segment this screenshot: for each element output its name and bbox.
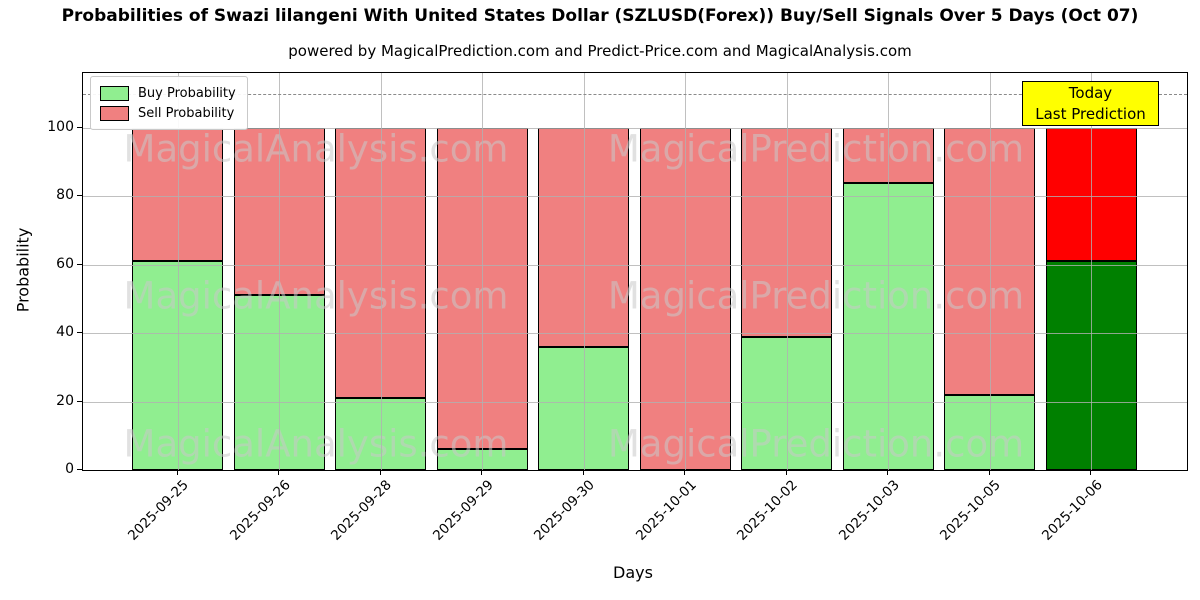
x-tick-label-2025-09-30: 2025-09-30 bbox=[531, 477, 599, 544]
buy-swatch-icon bbox=[100, 85, 129, 101]
y-gridline-80 bbox=[83, 196, 1187, 198]
threshold-dashed-line bbox=[83, 93, 1187, 95]
x-tick-label-2025-10-02: 2025-10-02 bbox=[734, 477, 802, 544]
legend-label-buy: Buy Probability bbox=[138, 85, 236, 101]
today-annotation-line1: Today bbox=[1068, 83, 1113, 102]
x-gridline-2025-09-30 bbox=[583, 73, 585, 470]
y-gridline-60 bbox=[83, 264, 1187, 266]
x-tick-mark bbox=[481, 470, 483, 475]
sell-swatch-icon bbox=[100, 105, 129, 121]
x-axis-label: Days bbox=[613, 563, 653, 582]
x-tick-mark bbox=[988, 470, 990, 475]
watermark-magicalprediction: MagicalPrediction.com bbox=[607, 422, 1025, 466]
y-tick-mark bbox=[77, 469, 82, 470]
y-gridline-40 bbox=[83, 333, 1187, 335]
legend-item-buy: Buy Probability bbox=[100, 83, 236, 103]
x-gridline-2025-09-28 bbox=[380, 73, 382, 470]
x-gridline-2025-10-05 bbox=[989, 73, 991, 470]
x-tick-mark bbox=[379, 470, 381, 475]
x-gridline-2025-10-06 bbox=[1091, 73, 1093, 470]
watermark-magicalprediction: MagicalPrediction.com bbox=[607, 274, 1025, 318]
y-tick-label-100: 100 bbox=[47, 118, 74, 135]
x-gridline-2025-09-29 bbox=[482, 73, 484, 470]
watermark-magicalprediction: MagicalPrediction.com bbox=[607, 127, 1025, 171]
y-tick-label-60: 60 bbox=[56, 255, 74, 272]
y-gridline-100 bbox=[83, 127, 1187, 129]
x-tick-label-2025-09-29: 2025-09-29 bbox=[429, 477, 497, 544]
x-tick-label-2025-10-03: 2025-10-03 bbox=[835, 477, 903, 544]
x-tick-label-2025-10-05: 2025-10-05 bbox=[937, 477, 1005, 544]
x-tick-mark bbox=[684, 470, 686, 475]
y-tick-mark bbox=[77, 263, 82, 265]
x-gridline-2025-09-26 bbox=[279, 73, 281, 470]
x-tick-label-2025-09-28: 2025-09-28 bbox=[328, 477, 396, 544]
y-tick-label-40: 40 bbox=[56, 324, 74, 341]
x-tick-label-2025-09-26: 2025-09-26 bbox=[226, 477, 294, 544]
x-gridline-2025-10-02 bbox=[786, 73, 788, 470]
y-tick-label-80: 80 bbox=[56, 187, 74, 204]
legend: Buy Probability Sell Probability bbox=[90, 76, 248, 130]
x-tick-mark bbox=[278, 470, 280, 475]
watermark-magicalanalysis: MagicalAnalysis.com bbox=[123, 274, 509, 318]
y-tick-mark bbox=[77, 400, 82, 402]
y-gridline-20 bbox=[83, 401, 1187, 403]
chart-title: Probabilities of Swazi lilangeni With Un… bbox=[61, 6, 1139, 26]
legend-item-sell: Sell Probability bbox=[100, 103, 236, 123]
y-tick-mark bbox=[77, 332, 82, 334]
today-annotation: Today Last Prediction bbox=[1022, 81, 1159, 126]
today-annotation-line2: Last Prediction bbox=[1035, 104, 1146, 123]
x-tick-label-2025-09-25: 2025-09-25 bbox=[125, 477, 193, 544]
x-gridline-2025-09-25 bbox=[177, 73, 179, 470]
watermark-magicalanalysis: MagicalAnalysis.com bbox=[123, 127, 509, 171]
y-tick-mark bbox=[77, 195, 82, 197]
x-tick-mark bbox=[887, 470, 889, 475]
x-tick-mark bbox=[176, 470, 178, 475]
x-gridline-2025-10-01 bbox=[685, 73, 687, 470]
legend-label-sell: Sell Probability bbox=[138, 105, 235, 121]
x-tick-mark bbox=[785, 470, 787, 475]
watermark-magicalanalysis: MagicalAnalysis.com bbox=[123, 422, 509, 466]
chart-subtitle: powered by MagicalPrediction.com and Pre… bbox=[288, 42, 912, 60]
y-tick-mark bbox=[77, 126, 82, 128]
x-gridline-2025-10-03 bbox=[888, 73, 890, 470]
x-tick-mark bbox=[1090, 470, 1092, 475]
plot-area: Buy Probability Sell Probability Today L… bbox=[82, 72, 1188, 471]
y-tick-label-20: 20 bbox=[56, 392, 74, 409]
x-tick-mark bbox=[582, 470, 584, 475]
y-tick-label-0: 0 bbox=[65, 461, 74, 477]
x-tick-label-2025-10-01: 2025-10-01 bbox=[632, 477, 700, 544]
x-tick-label-2025-10-06: 2025-10-06 bbox=[1038, 477, 1106, 544]
